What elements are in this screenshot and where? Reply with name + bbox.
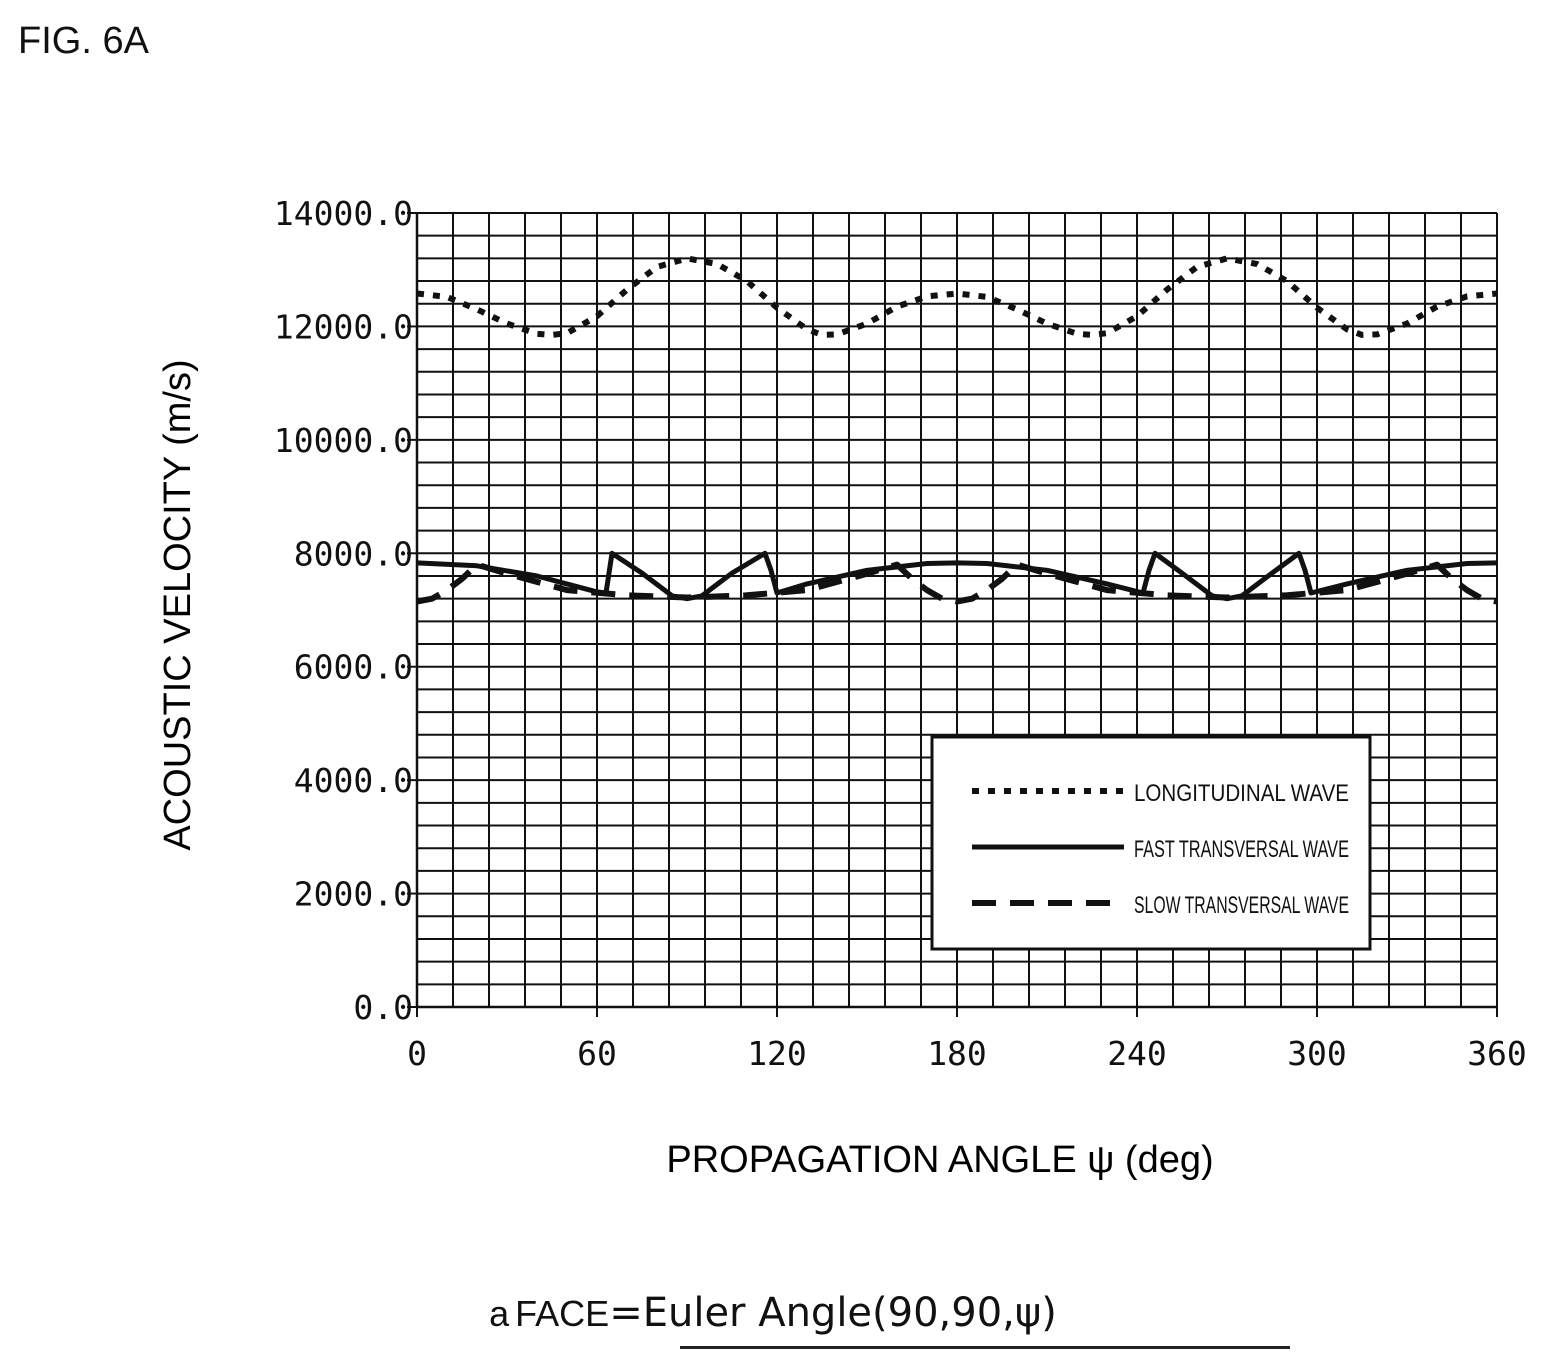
- caption: a FACE=Euler Angle(90,90,ψ): [0, 1290, 1546, 1336]
- y-tick-label: 6000.0: [294, 648, 413, 687]
- x-tick-label: 60: [577, 1034, 617, 1073]
- x-tick-label: 180: [927, 1034, 987, 1073]
- caption-formula: Euler Angle(90,90,ψ): [642, 1290, 1057, 1336]
- y-axis-label: ACOUSTIC VELOCITY (m/s): [157, 359, 199, 850]
- y-tick-label: 10000.0: [274, 421, 413, 460]
- y-tick-label: 14000.0: [274, 194, 413, 233]
- y-tick-label: 4000.0: [294, 761, 413, 800]
- x-tick-label: 0: [407, 1034, 427, 1073]
- legend-box: [930, 735, 1372, 951]
- y-tick-label: 8000.0: [294, 534, 413, 573]
- y-tick-label: 0.0: [353, 988, 413, 1027]
- series-line-2: [416, 550, 1498, 602]
- series-line-1: [416, 255, 1498, 338]
- x-tick-label: 300: [1287, 1034, 1347, 1073]
- figure-label: FIG. 6A: [18, 20, 149, 62]
- x-tick-label: 120: [747, 1034, 807, 1073]
- axes: 0.0 2000.0 4000.0 6000.0 8000.0 10000.0 12000.…: [274, 194, 1527, 1073]
- caption-face: FACE: [515, 1293, 610, 1334]
- legend-label: LONGITUDINAL WAVE: [1134, 780, 1349, 807]
- x-tick-label: 240: [1107, 1034, 1167, 1073]
- y-tick-label: 12000.0: [274, 307, 413, 346]
- caption-prefix: a: [489, 1293, 510, 1334]
- legend: LONGITUDINAL WAVE FAST TRANSVERSAL WAVE SL…: [930, 735, 1372, 951]
- x-tick-label: 360: [1467, 1034, 1527, 1073]
- series-lines: [416, 255, 1498, 605]
- legend-label: SLOW TRANSVERSAL WAVE: [1134, 892, 1349, 919]
- legend-label: FAST TRANSVERSAL WAVE: [1134, 836, 1349, 863]
- series-line-3: [416, 561, 1498, 605]
- y-tick-label: 2000.0: [294, 875, 413, 914]
- x-axis-label: PROPAGATION ANGLE ψ (deg): [666, 1139, 1213, 1181]
- caption-underline: [680, 1346, 1290, 1349]
- caption-equals: =: [609, 1290, 643, 1336]
